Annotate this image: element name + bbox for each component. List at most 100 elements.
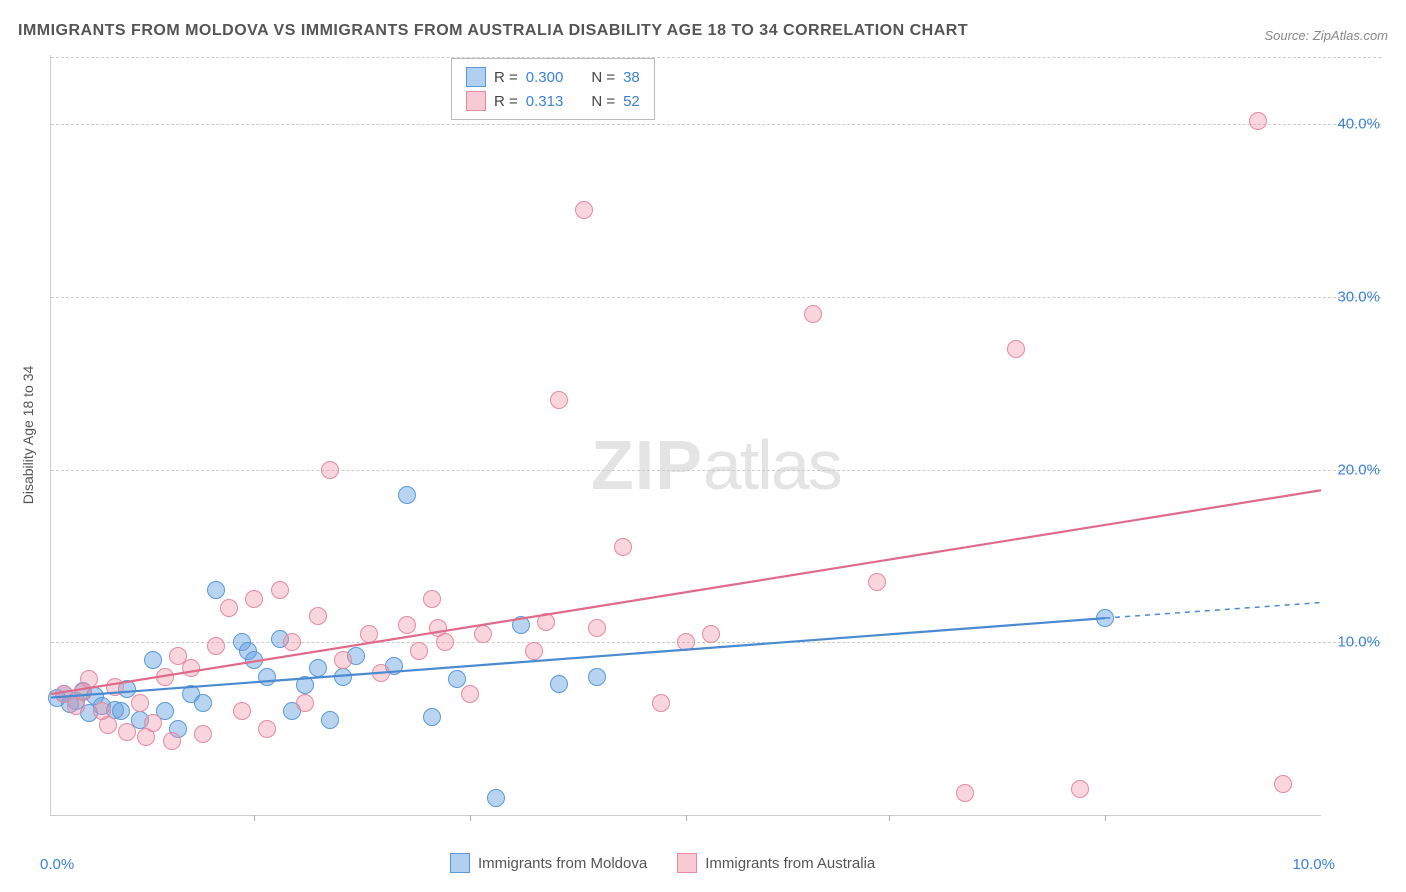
data-point: [283, 633, 301, 651]
data-point: [321, 711, 339, 729]
legend-swatch: [677, 853, 697, 873]
data-point: [1007, 340, 1025, 358]
legend-item: Immigrants from Moldova: [450, 853, 647, 873]
gridline: [51, 297, 1381, 298]
legend-label: Immigrants from Australia: [705, 855, 875, 872]
y-tick-label: 20.0%: [1337, 461, 1380, 478]
data-point: [156, 668, 174, 686]
data-point: [398, 486, 416, 504]
y-axis-label: Disability Age 18 to 34: [20, 366, 36, 505]
data-point: [550, 391, 568, 409]
source-label: Source: ZipAtlas.com: [1264, 28, 1388, 43]
chart-area: Disability Age 18 to 34 ZIPatlas R =0.30…: [50, 55, 1380, 845]
data-point: [614, 538, 632, 556]
data-point: [233, 702, 251, 720]
legend-n-label: N =: [591, 93, 615, 110]
data-point: [334, 668, 352, 686]
x-tick-mark: [1105, 815, 1106, 821]
data-point: [309, 607, 327, 625]
data-point: [271, 581, 289, 599]
legend-r-value: 0.300: [526, 69, 564, 86]
legend-r-label: R =: [494, 69, 518, 86]
data-point: [372, 664, 390, 682]
data-point: [677, 633, 695, 651]
data-point: [702, 625, 720, 643]
data-point: [1096, 609, 1114, 627]
data-point: [296, 676, 314, 694]
data-point: [550, 675, 568, 693]
data-point: [106, 678, 124, 696]
data-point: [245, 590, 263, 608]
data-point: [537, 613, 555, 631]
data-point: [448, 670, 466, 688]
data-point: [112, 702, 130, 720]
data-point: [194, 725, 212, 743]
data-point: [868, 573, 886, 591]
x-tick-0: 0.0%: [40, 856, 74, 873]
data-point: [1274, 775, 1292, 793]
data-point: [487, 789, 505, 807]
data-point: [144, 714, 162, 732]
data-point: [588, 619, 606, 637]
data-point: [956, 784, 974, 802]
data-point: [423, 708, 441, 726]
data-point: [144, 651, 162, 669]
x-tick-mark: [254, 815, 255, 821]
legend-r-label: R =: [494, 93, 518, 110]
data-point: [525, 642, 543, 660]
gridline: [51, 124, 1381, 125]
data-point: [309, 659, 327, 677]
data-point: [334, 651, 352, 669]
data-point: [207, 637, 225, 655]
data-point: [1071, 780, 1089, 798]
data-point: [321, 461, 339, 479]
data-point: [461, 685, 479, 703]
data-point: [80, 670, 98, 688]
legend-n-value: 38: [623, 69, 640, 86]
data-point: [131, 694, 149, 712]
trend-line: [51, 490, 1321, 694]
legend-row: R = 0.313 N = 52: [466, 89, 640, 113]
legend-item: Immigrants from Australia: [677, 853, 875, 873]
data-point: [423, 590, 441, 608]
legend-row: R =0.300N =38: [466, 65, 640, 89]
data-point: [1249, 112, 1267, 130]
legend-correlation: R = 0.300 N = 38 R = 0.313 N = 52: [451, 58, 655, 120]
data-point: [207, 581, 225, 599]
legend-r-value: 0.313: [526, 93, 564, 110]
watermark-zip: ZIP: [591, 426, 703, 504]
y-tick-label: 10.0%: [1337, 634, 1380, 651]
chart-title: IMMIGRANTS FROM MOLDOVA VS IMMIGRANTS FR…: [18, 22, 968, 40]
data-point: [652, 694, 670, 712]
data-point: [182, 659, 200, 677]
data-point: [258, 668, 276, 686]
data-point: [194, 694, 212, 712]
trend-line: [51, 618, 1105, 697]
data-point: [410, 642, 428, 660]
x-tick-mark: [470, 815, 471, 821]
data-point: [512, 616, 530, 634]
legend-n-value: 52: [623, 93, 640, 110]
data-point: [258, 720, 276, 738]
data-point: [804, 305, 822, 323]
trend-line-dashed: [1105, 603, 1321, 619]
data-point: [360, 625, 378, 643]
trend-lines: [51, 55, 1321, 815]
y-tick-label: 30.0%: [1337, 288, 1380, 305]
data-point: [474, 625, 492, 643]
data-point: [99, 716, 117, 734]
y-tick-label: 40.0%: [1337, 116, 1380, 133]
gridline: [51, 57, 1381, 58]
x-tick-1: 10.0%: [1292, 856, 1335, 873]
legend-swatch: [450, 853, 470, 873]
data-point: [398, 616, 416, 634]
legend-label: Immigrants from Moldova: [478, 855, 647, 872]
data-point: [163, 732, 181, 750]
watermark: ZIPatlas: [591, 425, 841, 505]
legend-swatch: [466, 91, 486, 111]
data-point: [575, 201, 593, 219]
data-point: [296, 694, 314, 712]
legend-series: Immigrants from Moldova Immigrants from A…: [450, 853, 875, 873]
x-tick-mark: [889, 815, 890, 821]
data-point: [118, 723, 136, 741]
